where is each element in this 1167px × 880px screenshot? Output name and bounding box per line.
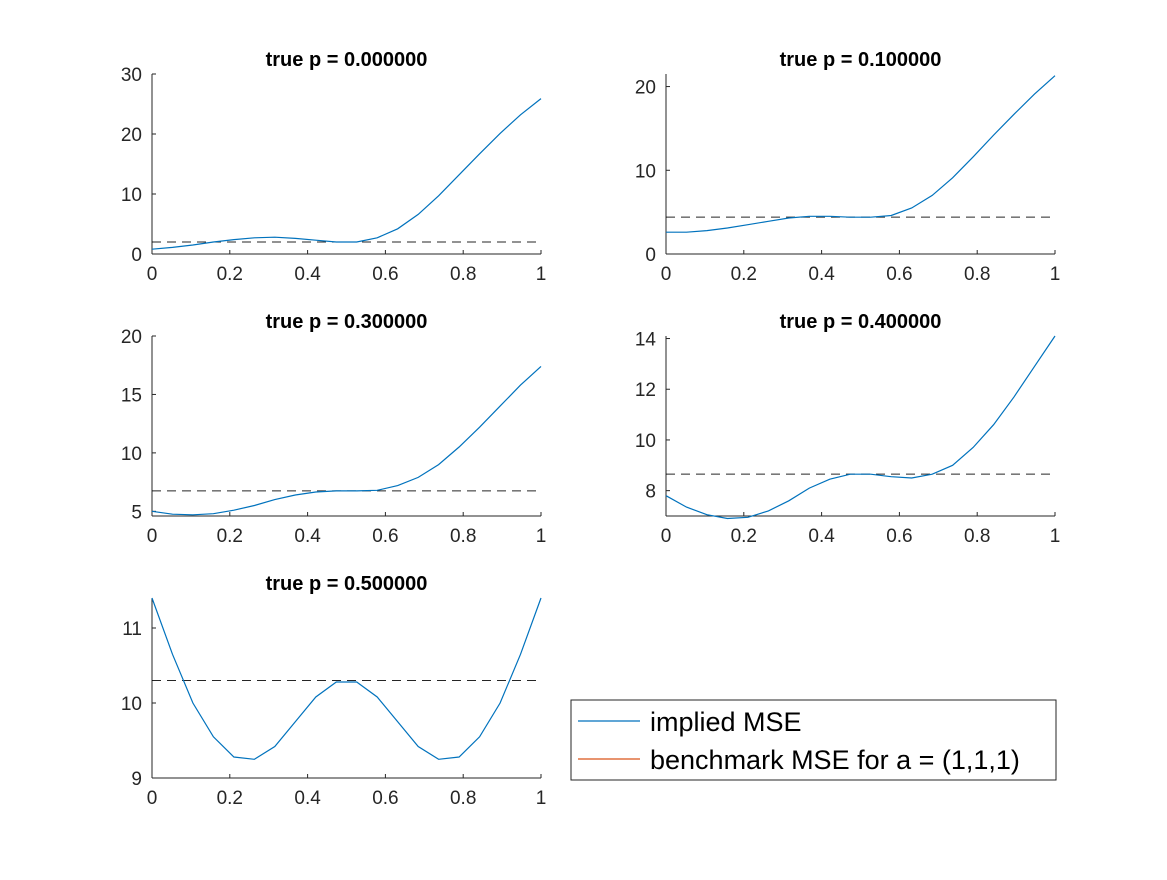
x-tick-label: 0.8: [450, 526, 476, 547]
y-tick-label: 20: [121, 125, 142, 146]
y-tick-label: 20: [635, 78, 656, 99]
x-tick-label: 0.6: [886, 264, 912, 285]
x-tick-label: 0.8: [964, 526, 990, 547]
x-tick-label: 0: [147, 788, 158, 809]
x-tick-label: 0.4: [808, 526, 835, 547]
y-tick-label: 9: [131, 769, 142, 790]
implied-mse-line: [666, 75, 1056, 233]
legend-box: [570, 699, 1057, 781]
subplot-title: true p = 0.000000: [266, 49, 428, 71]
y-tick-label: 10: [121, 444, 142, 465]
implied-mse-line: [151, 98, 542, 250]
y-tick-label: 11: [122, 619, 142, 640]
x-tick-label: 0.4: [294, 788, 321, 809]
x-tick-label: 0.2: [731, 264, 757, 285]
y-tick-label: 8: [645, 482, 656, 503]
legend-label: implied MSE: [650, 707, 802, 737]
x-tick-label: 0.2: [217, 788, 243, 809]
x-tick-label: 0: [661, 264, 672, 285]
implied-mse-line: [151, 597, 542, 760]
x-tick-label: 0.8: [964, 264, 990, 285]
x-tick-label: 1: [1050, 526, 1061, 547]
x-tick-label: 0.4: [808, 264, 835, 285]
y-tick-label: 10: [635, 161, 656, 182]
legend: implied MSE benchmark MSE for a = (1,1,1): [570, 699, 1057, 781]
y-tick-label: 10: [121, 185, 142, 206]
y-tick-label: 10: [635, 431, 656, 452]
x-tick-label: 0.2: [731, 526, 757, 547]
x-tick-label: 0: [147, 264, 158, 285]
y-tick-label: 20: [121, 327, 142, 348]
x-tick-label: 0: [147, 526, 158, 547]
x-tick-label: 0.8: [450, 264, 476, 285]
y-tick-label: 0: [131, 245, 142, 266]
y-tick-label: 15: [121, 385, 142, 406]
x-tick-label: 1: [536, 264, 547, 285]
y-tick-label: 0: [645, 245, 656, 266]
implied-mse-line: [665, 335, 1056, 520]
y-tick-label: 12: [635, 380, 656, 401]
x-tick-label: 0.6: [372, 526, 398, 547]
subplot-5: true p = 0.500000 0 0.2 0.4 0.6 0.8 1 9 10 11: [121, 573, 546, 809]
x-tick-label: 0.6: [886, 526, 912, 547]
subplot-title: true p = 0.400000: [780, 311, 942, 333]
x-tick-label: 1: [536, 788, 547, 809]
subplot-title: true p = 0.100000: [780, 49, 942, 71]
subplot-title: true p = 0.500000: [266, 573, 428, 595]
x-tick-label: 0.2: [217, 526, 243, 547]
x-tick-label: 0: [661, 526, 672, 547]
y-tick-label: 30: [121, 65, 142, 86]
x-tick-label: 0.4: [294, 264, 321, 285]
x-tick-label: 0.6: [372, 264, 398, 285]
subplot-4: true p = 0.400000 0 0.2 0.4 0.6 0.8 1 8 10 12 14: [635, 311, 1060, 547]
x-tick-label: 1: [536, 526, 547, 547]
implied-mse-line: [151, 365, 542, 516]
legend-label: benchmark MSE for a = (1,1,1): [650, 745, 1020, 775]
y-tick-label: 5: [131, 502, 142, 523]
x-tick-label: 0.8: [450, 788, 476, 809]
x-tick-label: 0.4: [294, 526, 321, 547]
y-tick-label: 10: [121, 694, 142, 715]
x-tick-label: 0.2: [217, 264, 243, 285]
y-tick-label: 14: [635, 330, 657, 351]
x-tick-label: 0.6: [372, 788, 398, 809]
x-tick-label: 1: [1050, 264, 1061, 285]
subplot-title: true p = 0.300000: [266, 311, 428, 333]
